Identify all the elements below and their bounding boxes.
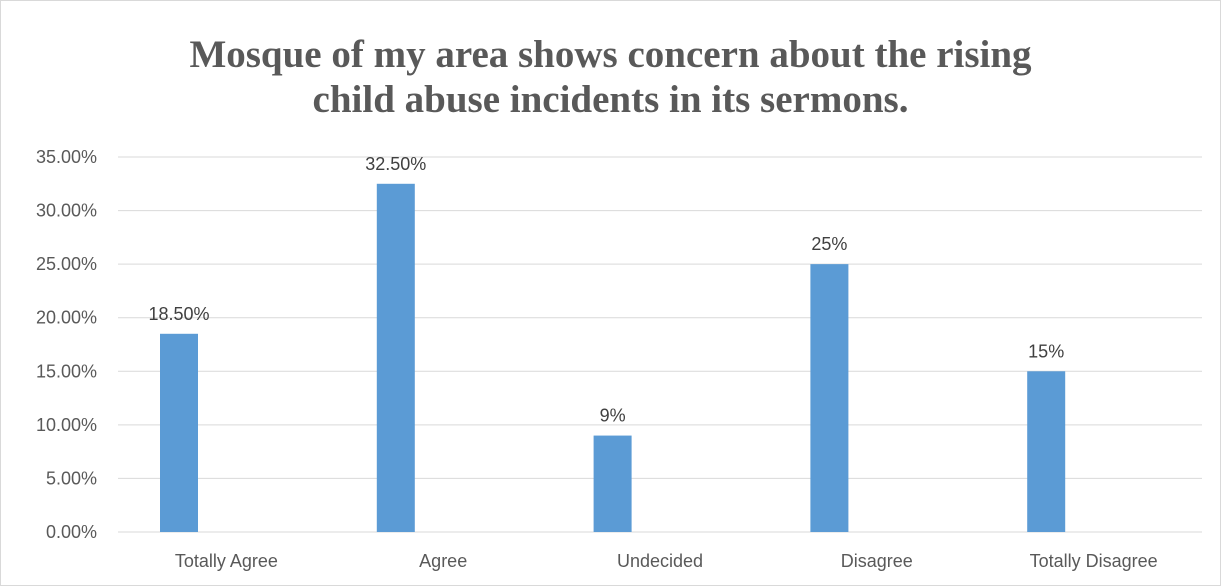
gridlines (118, 156, 1202, 533)
bar (160, 333, 198, 532)
y-tick-label: 10.00% (36, 415, 97, 435)
bars (160, 183, 1066, 533)
bar-data-label: 32.50% (365, 154, 426, 174)
chart-title-line-2: child abuse incidents in its sermons. (312, 78, 909, 121)
data-labels: 18.50% 32.50% 9% 25% 15% (148, 154, 1064, 426)
bar (593, 435, 632, 532)
y-tick-label: 35.00% (36, 147, 97, 167)
x-axis-category-labels: Totally Agree Agree Undecided Disagree Total… (175, 551, 1158, 571)
category-label: Totally Disagree (1030, 551, 1158, 571)
y-tick-label: 0.00% (46, 522, 97, 542)
y-tick-label: 15.00% (36, 361, 97, 381)
category-label: Disagree (841, 551, 913, 571)
chart-title: Mosque of my area shows concern about th… (0, 32, 1221, 122)
bar (376, 183, 415, 533)
bar-data-label: 25% (811, 234, 847, 254)
category-label: Totally Agree (175, 551, 278, 571)
y-tick-label: 25.00% (36, 254, 97, 274)
bar-data-label: 18.50% (148, 304, 209, 324)
y-axis-tick-labels: 0.00% 5.00% 10.00% 15.00% 20.00% 25.00% 30.00%… (36, 147, 97, 542)
category-label: Agree (419, 551, 467, 571)
y-tick-label: 30.00% (36, 201, 97, 221)
bar-data-label: 15% (1028, 341, 1064, 361)
category-label: Undecided (617, 551, 703, 571)
bar (810, 264, 849, 532)
bar-data-label: 9% (600, 406, 626, 426)
chart-title-line-1: Mosque of my area shows concern about th… (189, 33, 1032, 76)
y-tick-label: 5.00% (46, 468, 97, 488)
bar (1027, 371, 1066, 532)
y-tick-label: 20.00% (36, 308, 97, 328)
